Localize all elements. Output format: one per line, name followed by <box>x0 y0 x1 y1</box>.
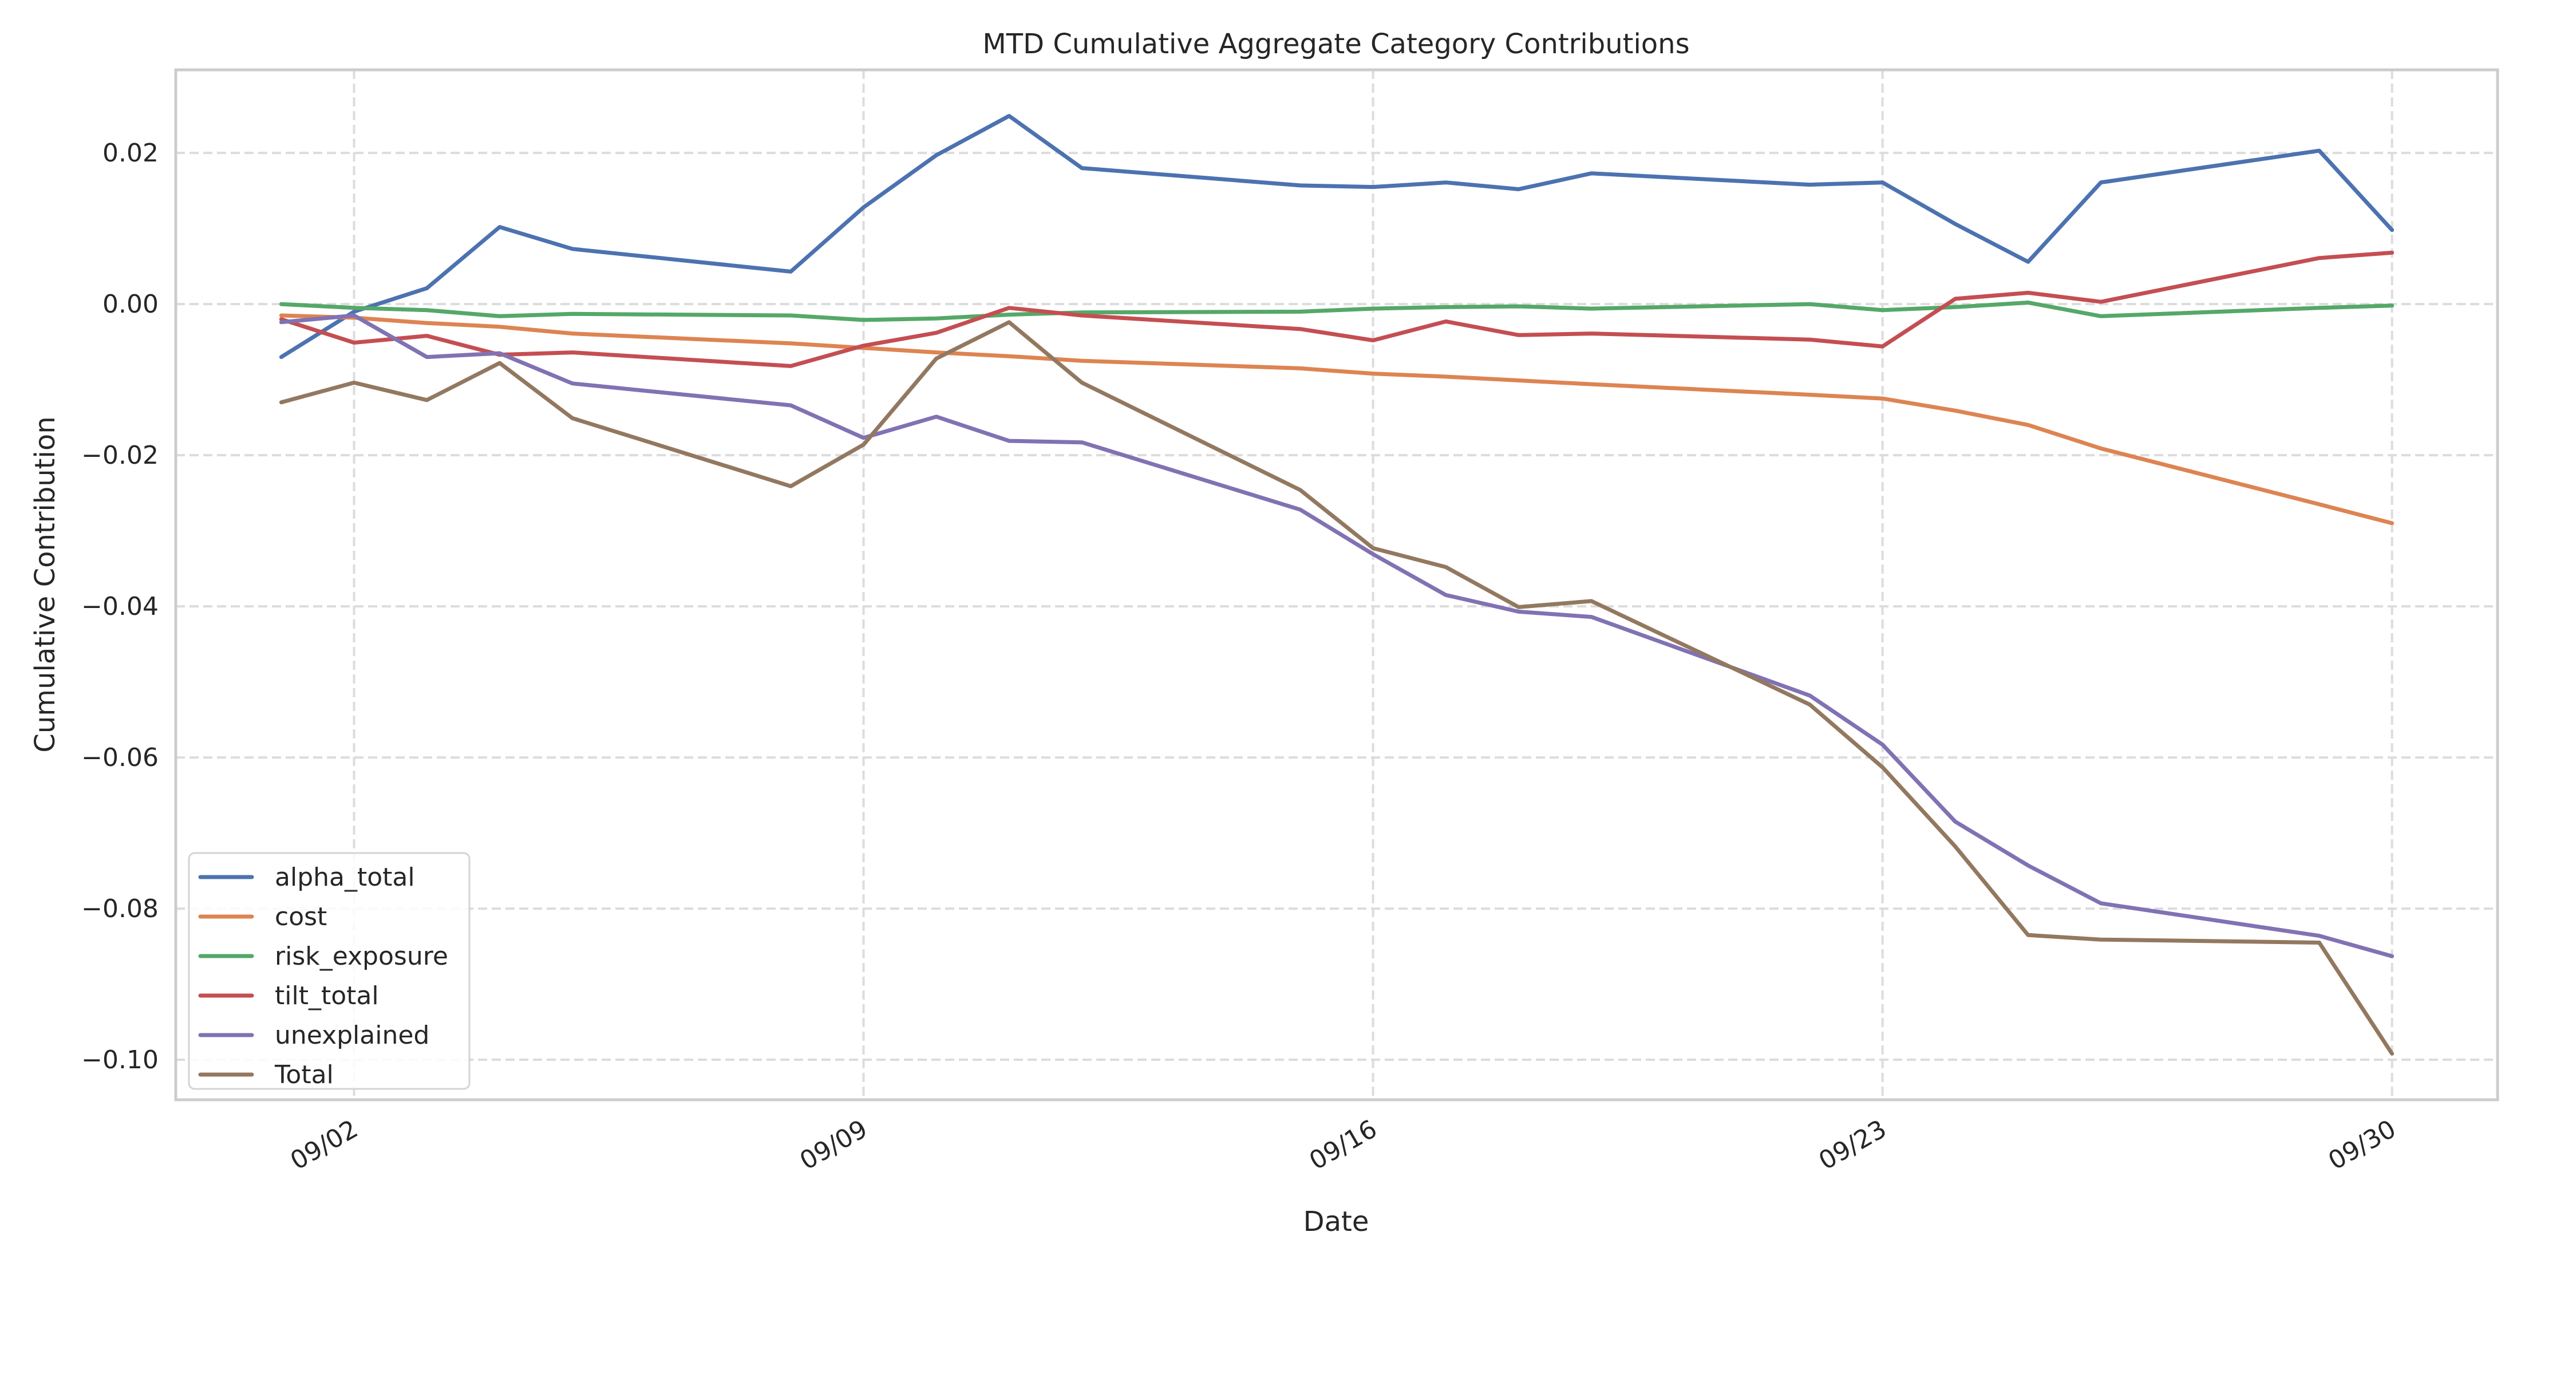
series-line-total <box>279 320 2395 1056</box>
legend-label: risk_exposure <box>275 942 448 971</box>
y-tick-label: −0.08 <box>81 894 159 923</box>
legend-label: Total <box>274 1060 334 1089</box>
legend-box <box>188 852 471 1090</box>
x-axis-label: Date <box>1303 1206 1369 1238</box>
y-tick-label: 0.02 <box>102 139 159 168</box>
series-lines <box>279 114 2395 1056</box>
series-line-tilt-total <box>279 250 2395 368</box>
series-line-alpha-total <box>279 114 2395 360</box>
series-line-risk-exposure <box>279 301 2395 322</box>
legend-label: tilt_total <box>275 981 379 1010</box>
axes-frame <box>174 68 2499 1101</box>
legend-label: alpha_total <box>275 863 415 892</box>
legend-label: unexplained <box>275 1021 429 1050</box>
y-tick-label: −0.10 <box>81 1045 159 1075</box>
y-tick-label: 0.00 <box>102 290 159 319</box>
series-line-cost <box>279 313 2395 526</box>
y-axis-label: Cumulative Contribution <box>29 416 61 752</box>
y-tick-label: −0.02 <box>81 441 159 470</box>
legend-label: cost <box>275 902 327 931</box>
y-axis-ticks: 0.02 0.00 −0.02 −0.04 −0.06 −0.08 −0.10 <box>81 139 159 1075</box>
chart-title: MTD Cumulative Aggregate Category Contri… <box>982 28 1689 60</box>
y-tick-label: −0.04 <box>81 592 159 621</box>
y-tick-label: −0.06 <box>81 743 159 772</box>
series-line-unexplained <box>279 313 2395 958</box>
